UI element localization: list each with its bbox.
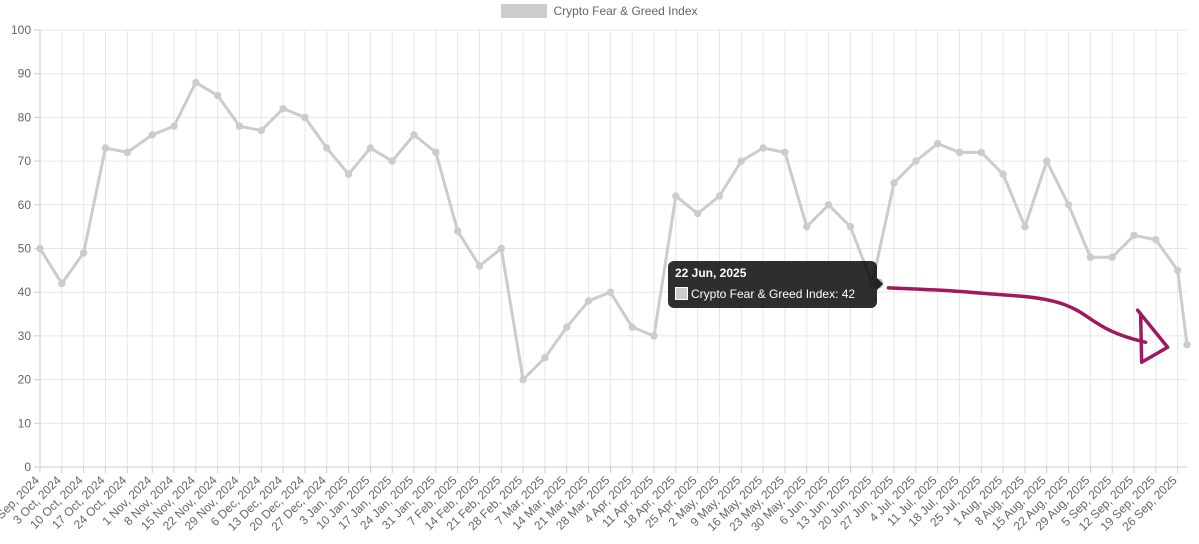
- data-point: [759, 144, 767, 152]
- y-tick-label: 100: [11, 23, 31, 37]
- legend-swatch: [501, 4, 548, 18]
- data-point: [1130, 231, 1138, 240]
- series-line: [38, 80, 1189, 382]
- data-point: [846, 222, 855, 231]
- data-point: [672, 192, 680, 200]
- y-tick-label: 90: [18, 67, 32, 81]
- data-point: [344, 170, 353, 178]
- data-point: [410, 131, 418, 139]
- data-point: [148, 131, 156, 139]
- hand-drawn-arrow-annotation: [886, 286, 1170, 365]
- legend-label: Crypto Fear & Greed Index: [553, 4, 698, 18]
- tooltip-swatch: [675, 287, 688, 300]
- data-point: [1108, 253, 1116, 261]
- y-tick-label: 30: [18, 329, 32, 343]
- y-tick-label: 0: [24, 460, 31, 474]
- data-point: [933, 139, 942, 148]
- y-tick-labels: 0 10 20 30 40 50 60 70 80 90 100: [11, 23, 31, 474]
- data-point: [301, 113, 309, 122]
- data-point: [235, 122, 244, 130]
- grid-lines: [39, 29, 1187, 468]
- data-point: [170, 122, 178, 130]
- data-point: [650, 332, 658, 340]
- data-point: [803, 222, 811, 231]
- chart-legend[interactable]: Crypto Fear & Greed Index: [0, 4, 1199, 18]
- tooltip-row: Crypto Fear & Greed Index: 42: [675, 287, 870, 301]
- data-point: [1086, 253, 1095, 261]
- tooltip-value-text: Crypto Fear & Greed Index: 42: [691, 287, 856, 301]
- annotation-arrow-shaft: [886, 286, 1148, 345]
- data-point: [1183, 340, 1191, 349]
- data-tooltip: 22 Jun, 2025 Crypto Fear & Greed Index: …: [668, 261, 883, 308]
- data-point: [192, 78, 200, 87]
- data-point: [388, 157, 396, 165]
- y-tick-label: 60: [18, 198, 32, 212]
- data-point: [432, 148, 440, 157]
- data-point: [279, 104, 287, 113]
- y-tick-label: 70: [18, 154, 32, 168]
- data-points: [36, 78, 1191, 384]
- data-point: [955, 148, 964, 157]
- data-point: [519, 375, 527, 384]
- y-tick-label: 40: [18, 285, 32, 299]
- data-point: [1152, 236, 1160, 244]
- data-point: [977, 148, 985, 157]
- tooltip-date: 22 Jun, 2025: [675, 266, 747, 280]
- data-point: [213, 91, 222, 100]
- data-point: [497, 244, 505, 253]
- data-point: [999, 170, 1007, 178]
- data-point: [79, 249, 88, 257]
- data-point: [58, 279, 66, 288]
- data-point: [563, 323, 571, 331]
- series-crypto-fear-greed: [38, 80, 1189, 382]
- data-point: [606, 288, 615, 296]
- data-point: [541, 354, 549, 362]
- data-point: [1021, 222, 1029, 231]
- data-point: [824, 201, 833, 209]
- data-point: [257, 126, 265, 135]
- data-point: [584, 297, 593, 305]
- data-point: [890, 179, 898, 187]
- data-point: [36, 244, 44, 253]
- y-tick-label: 50: [18, 242, 32, 256]
- data-point: [1173, 266, 1182, 275]
- data-point: [737, 157, 745, 165]
- data-point: [101, 144, 110, 152]
- data-point: [693, 209, 702, 218]
- tooltip-caret: [877, 278, 883, 290]
- data-point: [1043, 157, 1051, 165]
- y-tick-label: 10: [18, 416, 32, 430]
- data-point: [123, 148, 131, 157]
- data-point: [912, 157, 920, 165]
- y-tick-label: 20: [18, 373, 32, 387]
- data-point: [453, 227, 462, 235]
- data-point: [1064, 201, 1073, 209]
- annotation-arrow-head: [1135, 308, 1170, 365]
- y-tick-label: 80: [18, 110, 32, 124]
- data-point: [628, 323, 636, 331]
- data-point: [323, 144, 331, 152]
- data-point: [715, 192, 724, 200]
- data-point: [366, 144, 375, 152]
- data-point: [475, 262, 484, 270]
- data-point: [781, 148, 789, 157]
